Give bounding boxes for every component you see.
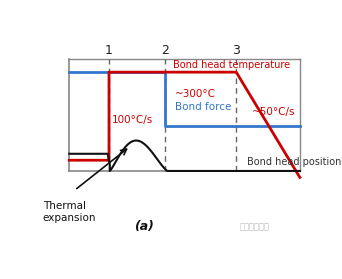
Text: (a): (a) — [133, 220, 154, 233]
Text: Bond force: Bond force — [175, 102, 232, 112]
Text: 2: 2 — [161, 44, 169, 57]
Text: ~300°C: ~300°C — [175, 89, 216, 99]
Text: 1: 1 — [105, 44, 113, 57]
Text: 艾邦半导体网: 艾邦半导体网 — [240, 222, 270, 231]
Text: Thermal
expansion: Thermal expansion — [43, 201, 96, 223]
Text: ~50°C/s: ~50°C/s — [252, 107, 295, 117]
Text: 3: 3 — [232, 44, 240, 57]
Text: Bond head position: Bond head position — [247, 157, 341, 167]
Text: Bond head temperature: Bond head temperature — [173, 60, 290, 70]
Text: 100°C/s: 100°C/s — [111, 116, 153, 126]
